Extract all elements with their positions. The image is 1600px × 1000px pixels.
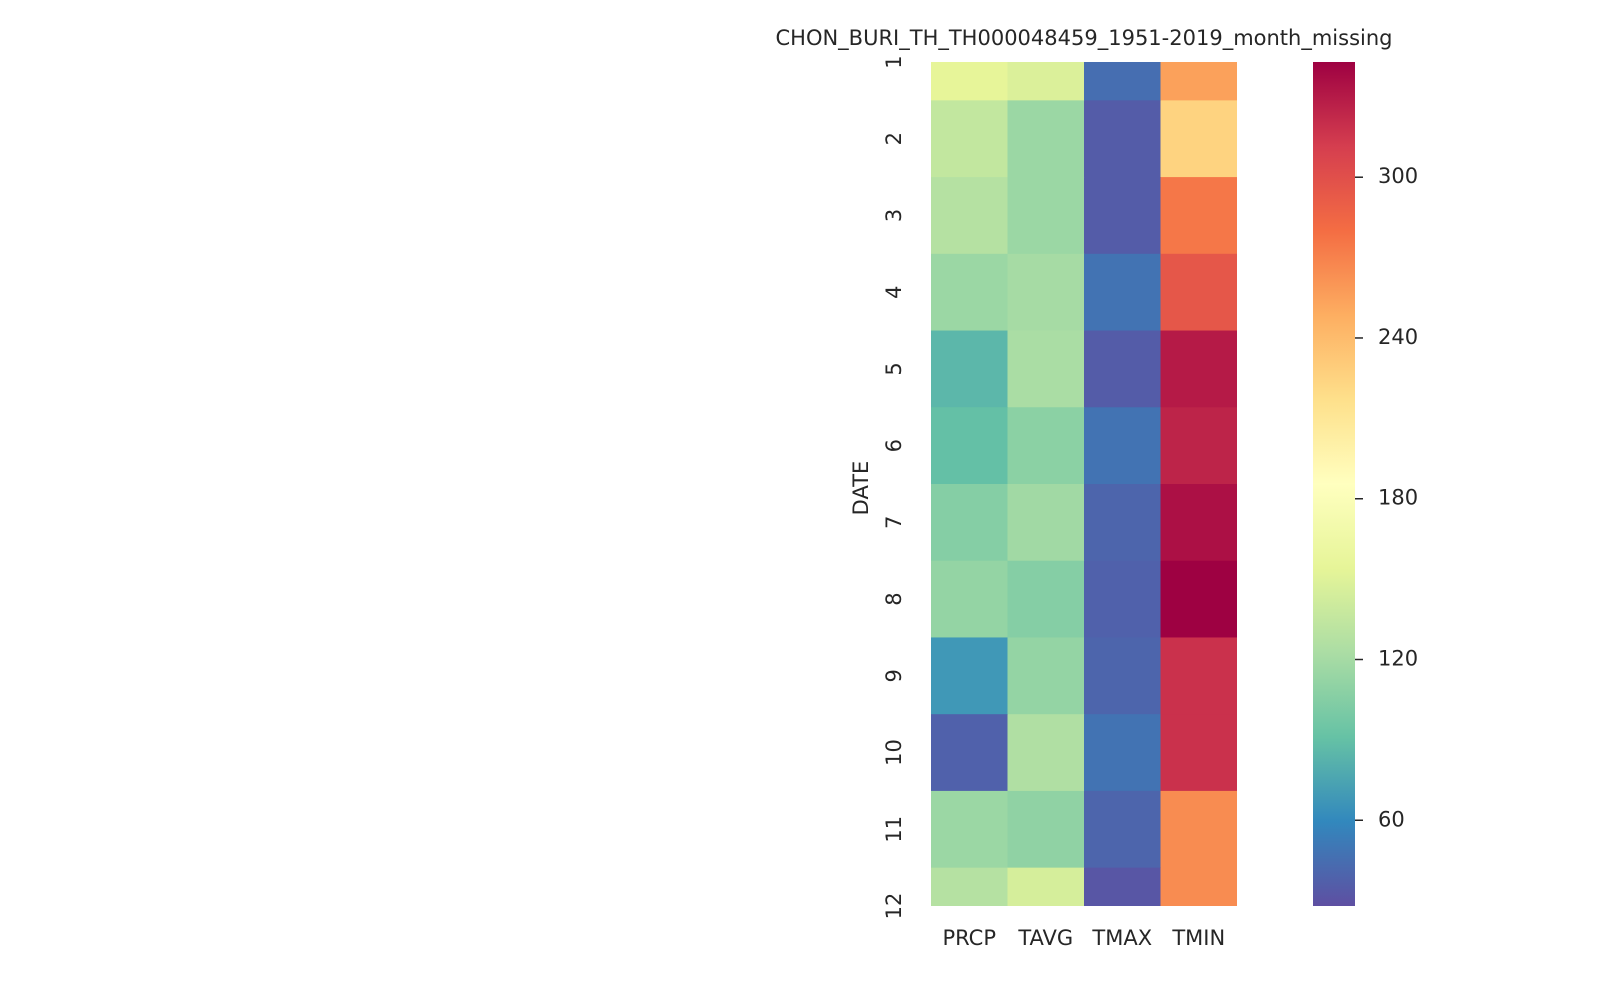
cell bbox=[1084, 330, 1161, 408]
colorbar bbox=[1313, 62, 1355, 906]
cell bbox=[1084, 62, 1161, 101]
cell bbox=[1160, 637, 1237, 715]
colorbar-tick-label: 60 bbox=[1378, 807, 1405, 831]
cell bbox=[1160, 790, 1237, 869]
cell bbox=[1084, 484, 1161, 562]
cell bbox=[1007, 177, 1085, 255]
cell bbox=[1084, 637, 1161, 715]
x-tick-label: PRCP bbox=[942, 926, 996, 950]
y-tick-label: 12 bbox=[882, 893, 906, 920]
y-tick-label: 11 bbox=[882, 816, 906, 843]
cell bbox=[1007, 637, 1085, 715]
cell bbox=[931, 177, 1008, 255]
colorbar-tick-label: 180 bbox=[1378, 486, 1418, 510]
cell bbox=[931, 867, 1008, 906]
cell bbox=[931, 253, 1008, 332]
colorbar-tick-label: 240 bbox=[1378, 325, 1418, 349]
cell bbox=[931, 407, 1008, 485]
y-tick-label: 2 bbox=[882, 132, 906, 145]
cell bbox=[1160, 62, 1237, 101]
cell bbox=[1007, 253, 1085, 332]
x-tick-label: TAVG bbox=[1017, 926, 1073, 950]
cell bbox=[1160, 714, 1237, 792]
cell bbox=[1160, 253, 1237, 332]
y-tick-label: 3 bbox=[882, 209, 906, 222]
y-axis-label: DATE bbox=[849, 461, 873, 516]
cell bbox=[1084, 100, 1161, 178]
cell bbox=[931, 790, 1008, 869]
cell bbox=[1160, 560, 1237, 638]
cell bbox=[1007, 714, 1085, 792]
cell bbox=[1160, 407, 1237, 485]
cell bbox=[1084, 407, 1161, 485]
cell bbox=[1160, 867, 1237, 906]
cell bbox=[931, 62, 1008, 101]
cell bbox=[1007, 867, 1085, 906]
heatmap-cells bbox=[931, 62, 1237, 906]
y-tick-label: 1 bbox=[882, 55, 906, 68]
y-tick-label: 9 bbox=[882, 669, 906, 682]
cell bbox=[1160, 330, 1237, 408]
cell bbox=[1007, 407, 1085, 485]
cell bbox=[1007, 100, 1085, 178]
y-tick-label: 4 bbox=[882, 285, 906, 298]
cell bbox=[1007, 62, 1085, 101]
cell bbox=[931, 484, 1008, 562]
cell bbox=[1007, 790, 1085, 869]
y-tick-label: 7 bbox=[882, 516, 906, 529]
cell bbox=[1084, 790, 1161, 869]
cell bbox=[931, 637, 1008, 715]
cell bbox=[1160, 177, 1237, 255]
y-tick-label: 10 bbox=[882, 739, 906, 766]
y-tick-label: 5 bbox=[882, 362, 906, 375]
cell bbox=[1084, 177, 1161, 255]
cell bbox=[931, 714, 1008, 792]
cell bbox=[1084, 253, 1161, 332]
cell bbox=[931, 560, 1008, 638]
cell bbox=[1084, 714, 1161, 792]
x-tick-label: TMIN bbox=[1171, 926, 1225, 950]
cell bbox=[1160, 484, 1237, 562]
cell bbox=[1160, 100, 1237, 178]
cell bbox=[1007, 484, 1085, 562]
colorbar-tick-label: 300 bbox=[1378, 164, 1418, 188]
chart-title: CHON_BURI_TH_TH000048459_1951-2019_month… bbox=[775, 26, 1392, 51]
cell bbox=[1084, 560, 1161, 638]
cell bbox=[1084, 867, 1161, 906]
cell bbox=[1007, 560, 1085, 638]
cell bbox=[1007, 330, 1085, 408]
cell bbox=[931, 330, 1008, 408]
y-tick-label: 8 bbox=[882, 592, 906, 605]
x-tick-label: TMAX bbox=[1091, 926, 1152, 950]
colorbar-tick-label: 120 bbox=[1378, 646, 1418, 670]
y-tick-label: 6 bbox=[882, 439, 906, 452]
cell bbox=[931, 100, 1008, 178]
